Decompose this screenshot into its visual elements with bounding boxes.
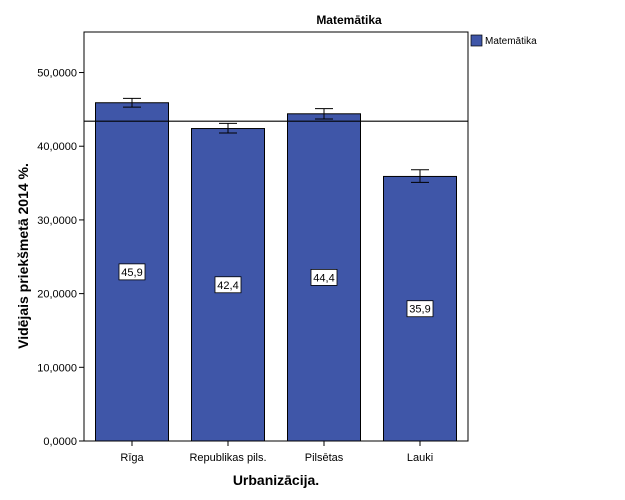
plot-frame <box>83 31 469 442</box>
chart-title: Matemātika <box>316 13 382 27</box>
y-tick-label: 30,0000 <box>37 215 77 227</box>
data-label-box <box>310 268 338 286</box>
data-label: 44,4 <box>313 272 334 284</box>
y-tick-label: 20,0000 <box>37 289 77 301</box>
x-tick-label: Pilsētas <box>305 452 344 464</box>
y-tick-label: 50,0000 <box>37 68 77 80</box>
data-label: 42,4 <box>217 280 238 292</box>
y-tick-label: 0,0000 <box>43 436 77 448</box>
x-tick-label: Lauki <box>407 452 433 464</box>
x-tick-label: Republikas pils. <box>189 452 266 464</box>
y-tick-label: 10,0000 <box>37 362 77 374</box>
data-label-box <box>214 276 242 294</box>
legend-label: Matemātika <box>485 36 537 47</box>
y-tick-label: 40,0000 <box>37 141 77 153</box>
x-axis-title: Urbanizācija. <box>233 472 319 488</box>
x-tick-label: Rīga <box>120 452 144 464</box>
data-label: 45,9 <box>121 267 142 279</box>
y-axis-title: Vidējais priekšmetā 2014 %. <box>15 163 31 349</box>
data-label: 35,9 <box>409 304 430 316</box>
legend: Matemātika <box>470 34 537 47</box>
plot-area: 0,0000 10,0000 20,0000 30,0000 40,0000 50,000… <box>37 31 469 464</box>
data-label-box <box>118 263 146 281</box>
data-label-box <box>406 300 434 318</box>
legend-swatch <box>470 34 483 47</box>
